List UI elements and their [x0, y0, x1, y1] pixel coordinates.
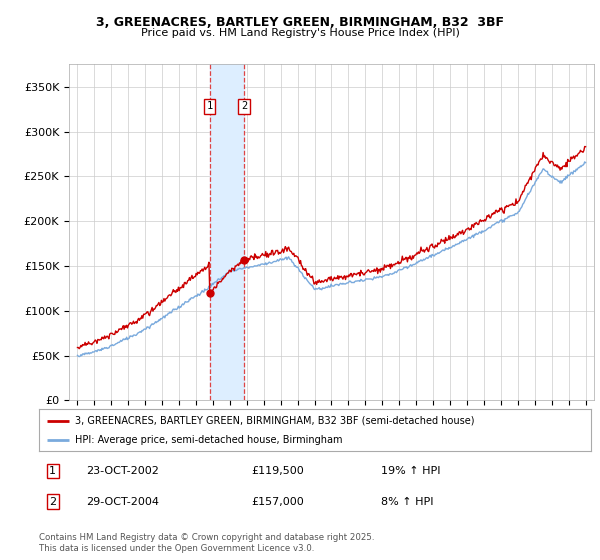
Text: 1: 1	[49, 466, 56, 476]
Text: 2: 2	[49, 497, 56, 507]
Text: Price paid vs. HM Land Registry's House Price Index (HPI): Price paid vs. HM Land Registry's House …	[140, 28, 460, 38]
Text: £119,500: £119,500	[251, 466, 304, 476]
Text: 29-OCT-2004: 29-OCT-2004	[86, 497, 159, 507]
Text: 2: 2	[241, 101, 247, 111]
Text: Contains HM Land Registry data © Crown copyright and database right 2025.
This d: Contains HM Land Registry data © Crown c…	[39, 533, 374, 553]
Text: 3, GREENACRES, BARTLEY GREEN, BIRMINGHAM, B32 3BF (semi-detached house): 3, GREENACRES, BARTLEY GREEN, BIRMINGHAM…	[75, 416, 475, 426]
Text: 19% ↑ HPI: 19% ↑ HPI	[381, 466, 441, 476]
Text: £157,000: £157,000	[251, 497, 304, 507]
Text: 8% ↑ HPI: 8% ↑ HPI	[381, 497, 434, 507]
Text: 1: 1	[206, 101, 213, 111]
Text: HPI: Average price, semi-detached house, Birmingham: HPI: Average price, semi-detached house,…	[75, 435, 343, 445]
Bar	[210, 64, 244, 400]
Text: 23-OCT-2002: 23-OCT-2002	[86, 466, 159, 476]
Text: 3, GREENACRES, BARTLEY GREEN, BIRMINGHAM, B32  3BF: 3, GREENACRES, BARTLEY GREEN, BIRMINGHAM…	[96, 16, 504, 29]
